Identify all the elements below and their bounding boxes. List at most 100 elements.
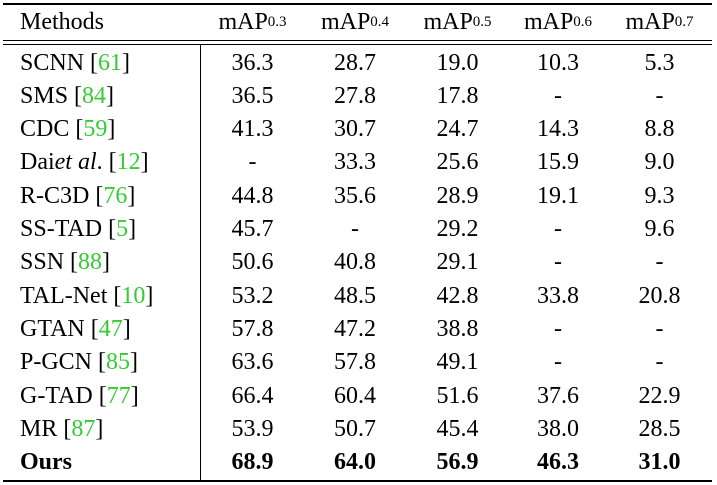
score-cell: 53.2 [231,283,274,309]
table-row: Ours 68.9 64.0 56.9 46.3 31.0 [0,446,717,479]
table-row: Dai et al. [12] - 33.3 25.6 15.9 9.0 [0,146,717,179]
score-cell: 66.4 [231,383,274,409]
threshold-header: mAP 0.7 [625,8,694,35]
table-row: SMS [84] 36.5 27.8 17.8 - - [0,80,717,113]
score-cell: 28.7 [334,50,376,76]
citation-link[interactable]: 59 [83,116,108,142]
score-cell: 36.3 [231,50,274,76]
score-cell: 22.9 [638,383,681,409]
citation-link[interactable]: 77 [106,383,131,409]
score-cell: 14.3 [537,116,579,142]
method-name: TAL-Net [10] [20,283,154,309]
score-cell: - [351,216,359,242]
score-cell: 40.8 [334,249,376,275]
score-cell: 48.5 [334,283,376,309]
score-cell: 45.4 [436,416,479,442]
score-cell: 64.0 [334,449,376,475]
header-row: Methods mAP 0.3 mAP 0.4 mAP 0.5 mAP 0.6 mAP 0… [0,4,717,40]
table-row: SSN [88] 50.6 40.8 29.1 - - [0,246,717,279]
score-cell: 9.6 [644,216,675,242]
score-cell: 60.4 [334,383,376,409]
score-cell: 31.0 [638,449,681,475]
score-cell: 28.9 [436,183,479,209]
score-cell: 56.9 [436,449,479,475]
table-row: P-GCN [85] 63.6 57.8 49.1 - - [0,346,717,379]
score-cell: 29.1 [436,249,479,275]
score-cell: 68.9 [231,449,274,475]
score-cell: - [655,83,664,109]
threshold-header: mAP 0.4 [320,8,390,35]
score-cell: 42.8 [436,283,479,309]
column-divider [200,44,201,480]
method-name: SSN [88] [20,249,111,275]
score-cell: 10.3 [537,50,579,76]
citation-link[interactable]: 87 [71,416,96,442]
score-cell: 44.8 [231,183,274,209]
score-cell: - [655,349,664,375]
score-cell: 45.7 [231,216,274,242]
score-cell: - [655,249,664,275]
table-row: R-C3D [76] 44.8 35.6 28.9 19.1 9.3 [0,180,717,213]
score-cell: 33.3 [334,149,376,175]
score-cell: 50.6 [231,249,274,275]
threshold-header: mAP 0.3 [218,8,287,35]
citation-link[interactable]: 88 [78,249,103,275]
score-cell: 15.9 [537,149,579,175]
score-cell: 19.0 [436,50,479,76]
table-row: SS-TAD [5] 45.7 - 29.2 - 9.6 [0,213,717,246]
table-row: GTAN [47] 57.8 47.2 38.8 - - [0,313,717,346]
score-cell: - [554,316,562,342]
method-name: Ours [20,449,73,475]
score-cell: - [655,316,664,342]
table-row: G-TAD [77] 66.4 60.4 51.6 37.6 22.9 [0,380,717,413]
table-row: CDC [59] 41.3 30.7 24.7 14.3 8.8 [0,113,717,146]
citation-link[interactable]: 61 [98,50,123,76]
method-name: R-C3D [76] [20,183,136,209]
threshold-header: mAP 0.6 [523,8,593,35]
citation-link[interactable]: 47 [98,316,123,342]
table-row: TAL-Net [10] 53.2 48.5 42.8 33.8 20.8 [0,280,717,313]
score-cell: 53.9 [231,416,274,442]
score-cell: 29.2 [436,216,479,242]
method-name: SS-TAD [5] [20,216,137,242]
method-name: GTAN [47] [20,316,131,342]
citation-link[interactable]: 84 [82,83,107,109]
citation-link[interactable]: 85 [106,349,131,375]
method-name: SCNN [61] [20,50,131,76]
score-cell: 9.3 [644,183,675,209]
threshold-header: mAP 0.5 [423,8,492,35]
top-rule [3,3,712,5]
bottom-rule [3,480,712,482]
score-cell: 37.6 [537,383,579,409]
method-name: Dai et al. [12] [20,149,149,175]
score-cell: 50.7 [334,416,376,442]
header-rule [3,40,712,41]
method-name: SMS [84] [20,83,115,109]
score-cell: 5.3 [644,50,675,76]
score-cell: 33.8 [537,283,579,309]
method-name: MR [87] [20,416,104,442]
citation-link[interactable]: 5 [116,216,129,242]
score-cell: 36.5 [231,83,274,109]
score-cell: 28.5 [638,416,681,442]
score-cell: 38.0 [537,416,579,442]
score-cell: 24.7 [436,116,479,142]
table-row: MR [87] 53.9 50.7 45.4 38.0 28.5 [0,413,717,446]
score-cell: 25.6 [436,149,479,175]
citation-link[interactable]: 12 [116,149,141,175]
score-cell: 20.8 [638,283,681,309]
method-name: CDC [59] [20,116,116,142]
score-cell: 19.1 [537,183,579,209]
score-cell: - [554,83,562,109]
score-cell: 57.8 [231,316,274,342]
score-cell: 46.3 [537,449,579,475]
score-cell: 17.8 [436,83,479,109]
header-rule-double [3,44,712,45]
score-cell: - [554,349,562,375]
citation-link[interactable]: 10 [121,283,146,309]
citation-link[interactable]: 76 [103,183,128,209]
score-cell: 47.2 [334,316,376,342]
score-cell: 49.1 [436,349,479,375]
score-cell: 27.8 [334,83,376,109]
score-cell: 8.8 [644,116,675,142]
